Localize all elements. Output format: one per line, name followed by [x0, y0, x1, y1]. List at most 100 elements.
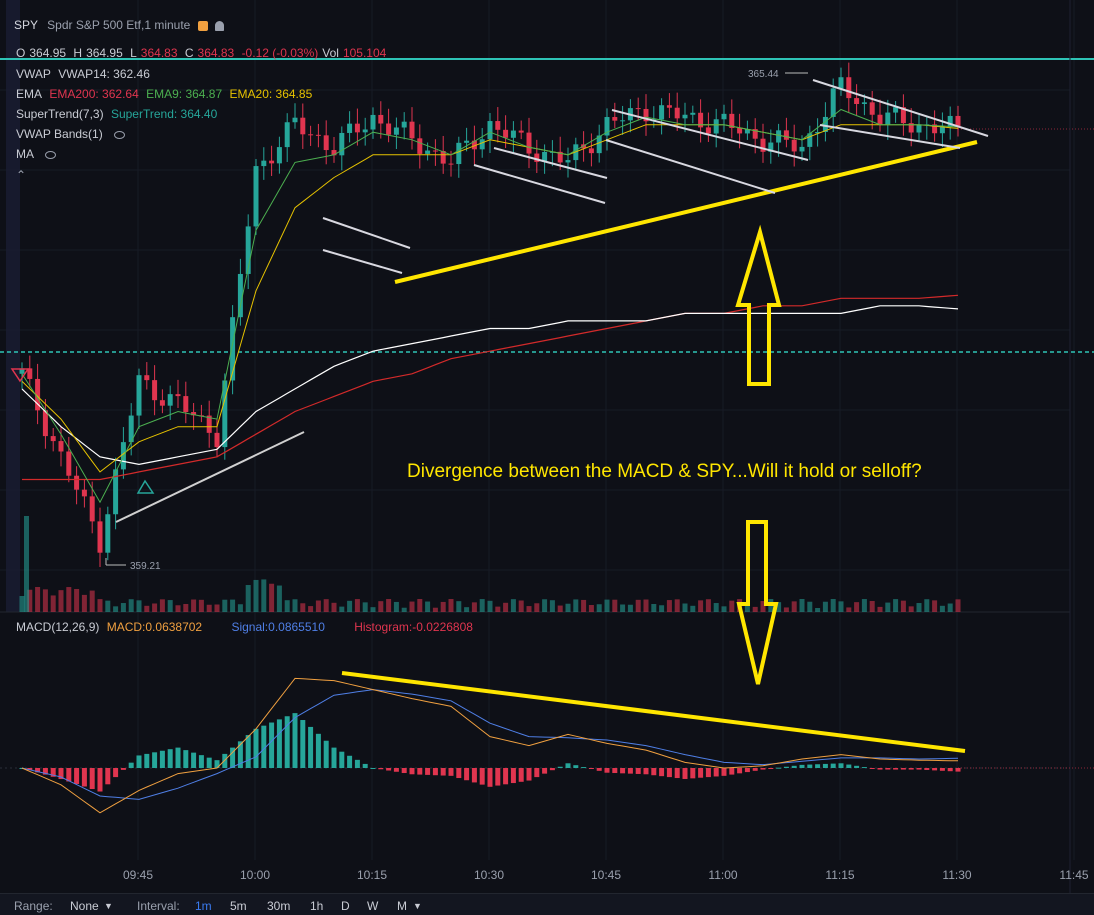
bell-icon[interactable] — [215, 20, 225, 31]
interval-1m[interactable]: 1m — [195, 899, 212, 913]
volume-bar — [534, 603, 540, 612]
macd-legend[interactable]: MACD(12,26,9) MACD:0.0638702 Signal:0.08… — [16, 620, 477, 634]
volume-bar — [323, 599, 329, 612]
volume-bar — [409, 601, 415, 612]
channel-line — [473, 164, 606, 204]
candle-body — [308, 134, 314, 136]
close-value: 364.83 — [197, 46, 235, 60]
volume-bar — [744, 602, 750, 612]
interval-1h[interactable]: 1h — [310, 899, 324, 913]
time-tick-label: 10:45 — [591, 868, 621, 882]
ema200-value: EMA200: 362.64 — [49, 87, 139, 101]
low-price-label: 359.21 — [130, 561, 161, 572]
early-trendline — [115, 431, 305, 523]
volume-bar — [417, 599, 423, 612]
indicator-supertrend[interactable]: SuperTrend(7,3) SuperTrend: 364.40 — [16, 107, 221, 121]
open-value: 364.95 — [29, 46, 67, 60]
histogram-bar — [495, 768, 501, 786]
histogram-bar — [869, 768, 875, 769]
time-tick-label: 10:15 — [357, 868, 387, 882]
histogram-bar — [510, 768, 516, 784]
histogram-bar — [830, 763, 836, 768]
macd-value: MACD:0.0638702 — [106, 620, 203, 634]
range-select[interactable]: None — [70, 899, 99, 913]
indicator-vwap-bands[interactable]: VWAP Bands(1) — [16, 127, 129, 141]
histogram-bar — [347, 755, 353, 768]
time-tick-label: 10:30 — [474, 868, 504, 882]
candle-body — [206, 415, 212, 433]
histogram-bar — [331, 747, 337, 768]
candle-body — [339, 132, 345, 156]
volume-bar — [752, 606, 758, 612]
time-tick-label: 11:00 — [708, 868, 737, 882]
channel-line — [819, 124, 961, 149]
volume-bar — [89, 590, 95, 612]
candle-body — [284, 122, 290, 148]
histogram-bar — [425, 768, 431, 775]
volume-bar — [854, 602, 860, 612]
candle-body — [534, 153, 540, 162]
candle-body — [167, 394, 173, 406]
histogram-bar — [752, 768, 758, 771]
histogram-bar — [89, 768, 95, 790]
vol-value: 105.104 — [342, 46, 387, 60]
candle-body — [487, 121, 493, 140]
indicator-ema[interactable]: EMA EMA200: 362.64 EMA9: 364.87 EMA20: 3… — [16, 87, 316, 101]
bottom-toolbar: Range: None ▼ Interval: 1m 5m 30m 1h D W… — [0, 893, 1094, 915]
histogram-bar — [448, 768, 454, 776]
indicator-ma[interactable]: MA — [16, 147, 60, 161]
volume-bar — [175, 605, 181, 612]
candle-body — [253, 166, 259, 227]
candle-body — [822, 116, 828, 133]
interval-d[interactable]: D — [341, 899, 350, 913]
ma-label: MA — [16, 147, 34, 161]
candle-body — [175, 394, 181, 397]
candle-body — [674, 107, 680, 119]
time-axis: 09:45 10:00 10:15 10:30 10:45 11:00 11:15 11:30… — [123, 868, 1089, 882]
chevron-down-icon[interactable]: ▼ — [104, 901, 113, 911]
volume-bar — [253, 579, 259, 612]
ema-label: EMA — [16, 87, 43, 101]
candle-body — [752, 129, 758, 139]
volume-bar — [206, 604, 212, 612]
volume-bar — [565, 603, 571, 612]
volume-bar-spike — [24, 516, 29, 612]
buy-triangle-icon — [136, 479, 155, 494]
volume-bar — [846, 607, 852, 612]
candle-body — [604, 117, 610, 136]
interval-w[interactable]: W — [367, 899, 379, 913]
interval-m[interactable]: M — [397, 899, 407, 913]
volume-bar — [276, 585, 282, 612]
signal-value: Signal:0.0865510 — [231, 620, 325, 634]
histogram-bar — [292, 713, 298, 768]
candle-body — [432, 150, 438, 152]
high-value: 364.95 — [86, 46, 123, 60]
histogram-bar — [401, 768, 407, 774]
histogram-bar — [651, 768, 657, 776]
histogram-bar — [643, 768, 649, 775]
candle-body — [861, 102, 867, 105]
interval-30m[interactable]: 30m — [267, 899, 291, 913]
volume-bar — [35, 587, 41, 612]
flag-icon[interactable] — [197, 20, 208, 31]
ema20-value: EMA20: 364.85 — [229, 87, 313, 101]
symbol[interactable]: SPY — [14, 18, 38, 32]
eye-hidden-icon[interactable] — [45, 150, 57, 159]
collapse-chevron-icon[interactable]: ⌃ — [16, 168, 27, 182]
volume-bar — [885, 602, 891, 612]
time-tick-label: 09:45 — [123, 868, 153, 882]
volume-bar — [19, 596, 25, 612]
histogram-bar — [815, 764, 821, 768]
chevron-down-icon[interactable]: ▼ — [413, 901, 422, 911]
indicator-vwap[interactable]: VWAP VWAP14: 362.46 — [16, 67, 154, 81]
eye-hidden-icon[interactable] — [114, 130, 126, 139]
candle-body — [620, 120, 626, 122]
candle-body — [471, 140, 477, 150]
interval-5m[interactable]: 5m — [230, 899, 247, 913]
volume-bar — [838, 601, 844, 612]
volume-bar — [666, 600, 672, 612]
volume-bar — [245, 585, 251, 612]
divergence-annotation: Divergence between the MACD & SPY...Will… — [407, 461, 922, 482]
candle-body — [713, 119, 719, 134]
